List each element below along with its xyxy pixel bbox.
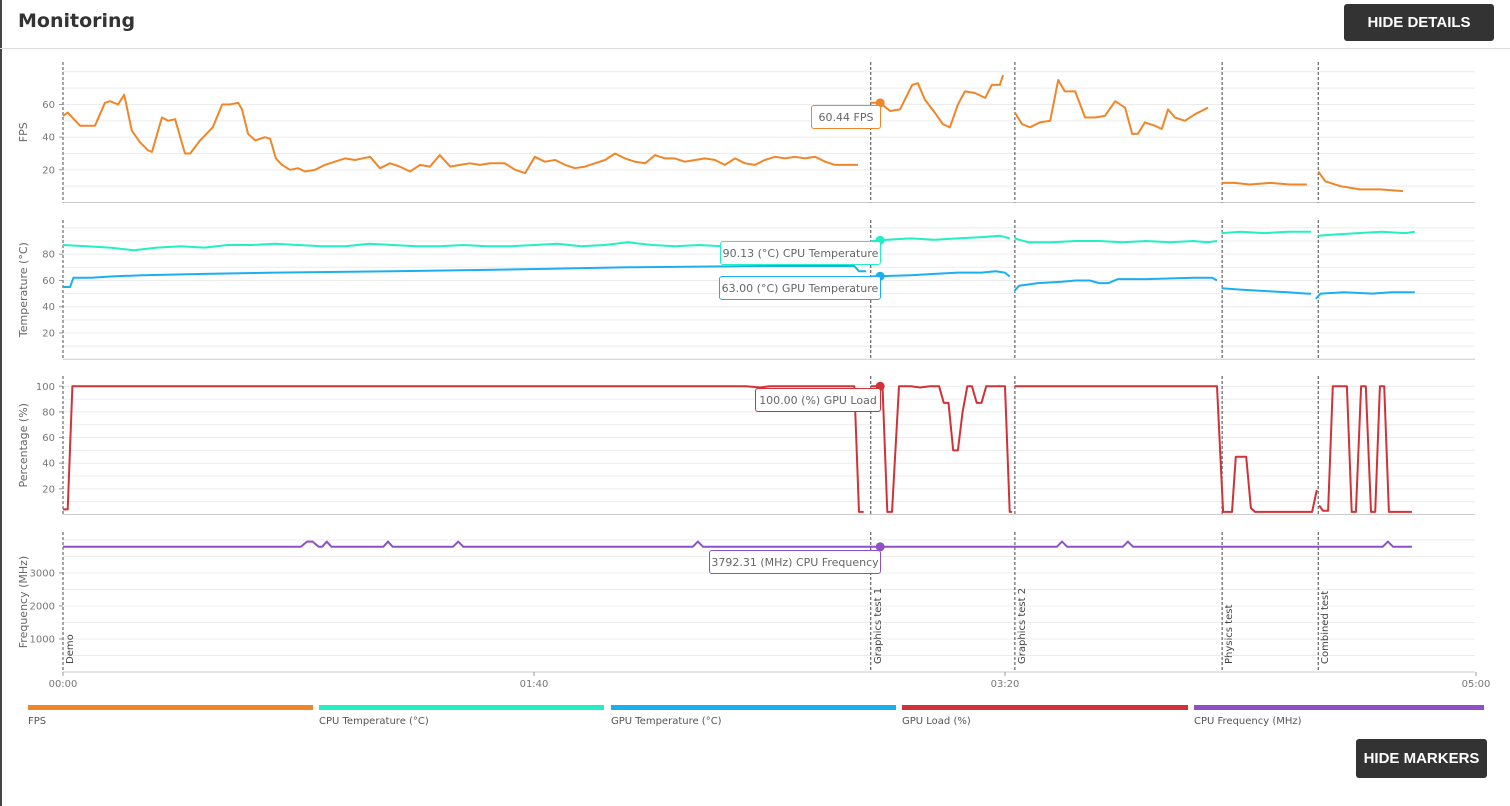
- y-tick-label: 60: [42, 433, 55, 444]
- y-axis-label: Temperature (°C): [17, 242, 30, 338]
- series-line-cpu-temperature-c-: [1014, 237, 1218, 244]
- hover-point: [875, 542, 885, 552]
- y-tick-label: 20: [42, 165, 55, 176]
- panel-1: 20 40 60 80 Temperature (°C): [17, 220, 1475, 360]
- y-tick-label: 3000: [30, 568, 55, 579]
- marker-label: Graphics test 2: [1017, 588, 1028, 664]
- marker-label: Demo: [65, 634, 76, 664]
- series-line-gpu-load-: [870, 385, 1013, 513]
- legend-label: CPU Temperature (°C): [319, 716, 429, 727]
- hide-markers-button[interactable]: HIDE MARKERS: [1356, 739, 1487, 778]
- y-tick-label: 20: [42, 484, 55, 495]
- gpu-temperature-tooltip: 63.00 (°C) GPU Temperature: [719, 276, 881, 300]
- series-line-gpu-temperature-c-: [1221, 287, 1312, 295]
- y-tick-label: 1000: [30, 634, 55, 645]
- series-line-gpu-load-: [1318, 385, 1412, 513]
- series-line-cpu-temperature-c-: [870, 234, 1010, 242]
- y-axis-label: Frequency (MHz): [17, 556, 30, 648]
- hide-details-button[interactable]: HIDE DETAILS: [1344, 4, 1494, 41]
- x-tick-label: 00:00: [49, 679, 78, 690]
- header: Monitoring: [0, 0, 1510, 49]
- page-title: Monitoring: [18, 10, 136, 32]
- y-tick-label: 60: [42, 100, 55, 111]
- fps-tooltip: 60.44 FPS: [811, 105, 881, 129]
- cpu-temperature-tooltip: 90.13 (°C) CPU Temperature: [720, 241, 881, 265]
- legend-label: CPU Frequency (MHz): [1194, 716, 1302, 727]
- series-line-fps: [1014, 79, 1209, 135]
- series-line-gpu-temperature-c-: [870, 270, 1011, 278]
- series-line-fps: [62, 93, 858, 175]
- legend-label: GPU Load (%): [902, 716, 971, 727]
- cpu-frequency-tooltip: 3792.31 (MHz) CPU Frequency: [709, 550, 881, 574]
- y-tick-label: 2000: [30, 601, 55, 612]
- series-line-gpu-temperature-c-: [1315, 291, 1415, 300]
- y-tick-label: 60: [42, 276, 55, 287]
- series-line-fps: [1222, 181, 1307, 186]
- legend-swatch: [611, 705, 896, 710]
- legend-item[interactable]: GPU Load (%): [902, 705, 1188, 735]
- y-tick-label: 80: [42, 250, 55, 261]
- series-line-fps: [870, 74, 1005, 129]
- x-tick-label: 05:00: [1462, 679, 1491, 690]
- marker-label: Physics test: [1224, 605, 1235, 664]
- legend-swatch: [28, 705, 313, 710]
- y-tick-label: 80: [42, 407, 55, 418]
- legend-item[interactable]: FPS: [28, 705, 313, 735]
- y-tick-label: 40: [42, 302, 55, 313]
- gpu-load-tooltip: 100.00 (%) GPU Load: [755, 388, 881, 412]
- legend-item[interactable]: GPU Temperature (°C): [611, 705, 896, 735]
- panel-2: 20 40 60 80 100 Percentage (%): [17, 376, 1475, 515]
- y-tick-label: 100: [36, 382, 55, 393]
- y-axis-label: Percentage (%): [17, 403, 30, 487]
- series-line-gpu-load-: [63, 385, 864, 513]
- legend-item[interactable]: CPU Temperature (°C): [319, 705, 604, 735]
- panel-0: 20 40 60 FPS: [17, 62, 1475, 203]
- legend-item[interactable]: CPU Frequency (MHz): [1194, 705, 1484, 735]
- x-tick-label: 01:40: [520, 679, 549, 690]
- x-tick-label: 03:20: [991, 679, 1020, 690]
- legend-label: FPS: [28, 716, 47, 727]
- marker-label: Graphics test 1: [873, 588, 884, 664]
- y-tick-label: 40: [42, 133, 55, 144]
- series-line-cpu-temperature-c-: [1318, 230, 1415, 237]
- y-axis-label: FPS: [17, 122, 30, 142]
- series-line-cpu-frequency-mhz-: [63, 540, 1412, 548]
- series-line-fps: [1317, 170, 1404, 193]
- series-line-cpu-temperature-c-: [1221, 230, 1312, 235]
- legend-swatch: [1194, 705, 1484, 710]
- legend-swatch: [319, 705, 604, 710]
- series-line-gpu-temperature-c-: [63, 265, 867, 288]
- y-tick-label: 40: [42, 459, 55, 470]
- series-line-gpu-temperature-c-: [1013, 276, 1218, 292]
- series-line-gpu-load-: [1014, 385, 1318, 513]
- series-line-cpu-temperature-c-: [62, 241, 864, 252]
- legend-swatch: [902, 705, 1188, 710]
- legend-label: GPU Temperature (°C): [611, 716, 722, 727]
- marker-label: Combined test: [1320, 591, 1331, 664]
- y-tick-label: 20: [42, 329, 55, 340]
- window-edge: [0, 0, 2, 806]
